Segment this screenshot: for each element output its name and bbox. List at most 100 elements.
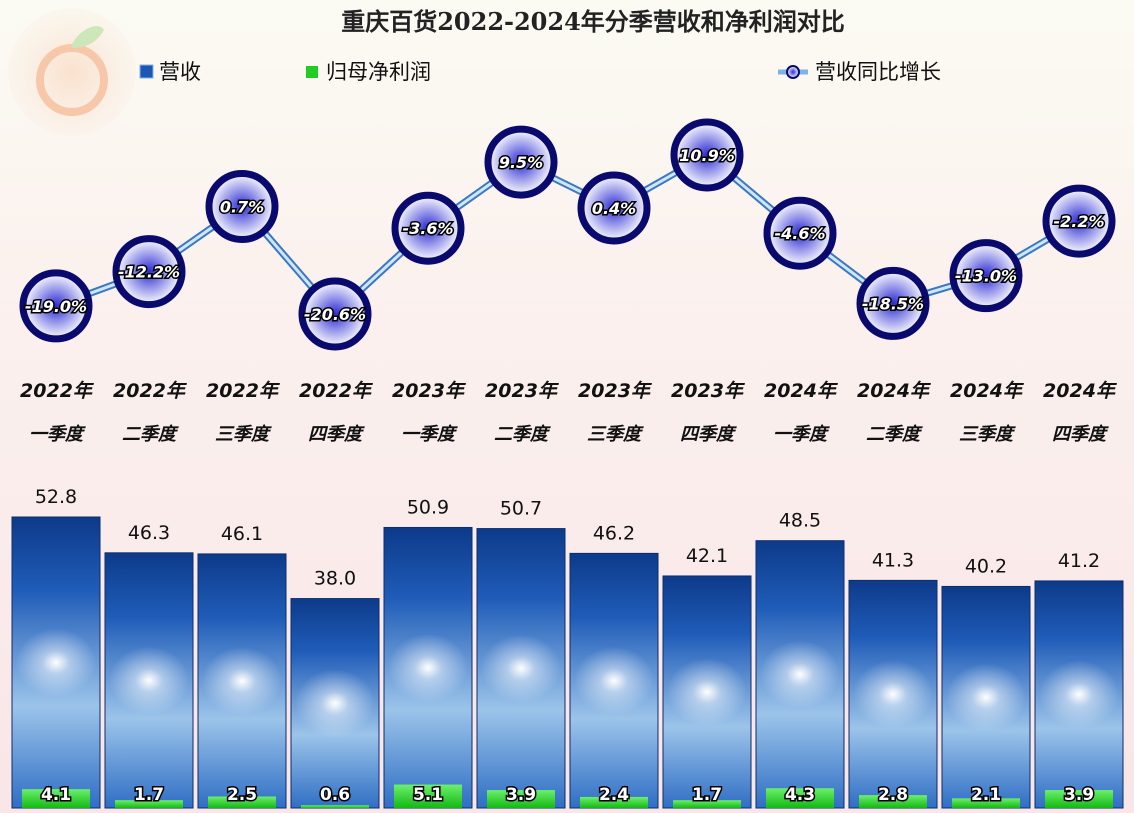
growth-value-label: -12.2%: [118, 263, 180, 282]
category-year-label: 2022年: [113, 380, 188, 402]
category-quarter-label: 四季度: [680, 424, 737, 445]
chart-title: 重庆百货2022-2024年分季营收和净利润对比: [341, 7, 845, 36]
category-quarter-label: 二季度: [866, 424, 923, 445]
growth-marker: [19, 269, 93, 343]
revenue-value-label: 46.3: [128, 522, 170, 544]
revenue-value-label: 50.9: [407, 496, 449, 518]
revenue-bar-glow: [295, 669, 375, 738]
category-year-label: 2024年: [950, 380, 1025, 402]
category-year-label: 2024年: [857, 380, 932, 402]
category-year-label: 2022年: [206, 380, 281, 402]
revenue-bar-glow: [109, 646, 189, 715]
category-year-label: 2023年: [392, 380, 467, 402]
growth-value-label: -2.2%: [1053, 212, 1104, 231]
category-quarter-label: 一季度: [773, 424, 830, 445]
legend-net-profit-swatch: [306, 66, 318, 78]
net-profit-value-label: 1.7: [134, 785, 164, 805]
revenue-value-label: 46.1: [221, 523, 263, 545]
legend: 营收 归母净利润 营收同比增长: [139, 60, 941, 84]
revenue-bar-glow: [853, 660, 933, 729]
growth-marker: [391, 191, 465, 265]
revenue-value-label: 38.0: [314, 568, 356, 590]
net-profit-bar: [580, 796, 648, 808]
legend-net-profit-label: 归母净利润: [326, 60, 431, 84]
net-profit-value-label: 2.4: [599, 785, 629, 805]
growth-marker: [763, 196, 837, 270]
growth-marker: [670, 118, 744, 192]
revenue-bar-glow: [16, 628, 96, 697]
revenue-value-label: 46.2: [593, 522, 635, 544]
revenue-value-label: 52.8: [35, 486, 77, 508]
growth-marker: [298, 277, 372, 351]
net-profit-bar: [952, 798, 1020, 808]
legend-revenue-swatch: [139, 64, 154, 79]
net-profit-bar: [1045, 790, 1113, 808]
category-quarter-label: 四季度: [308, 424, 365, 445]
growth-marker: [577, 171, 651, 245]
revenue-bar-glow: [946, 663, 1026, 732]
category-quarter-label: 二季度: [122, 424, 179, 445]
category-year-label: 2022年: [20, 380, 95, 402]
net-profit-value-label: 4.1: [41, 785, 71, 805]
category-year-label: 2023年: [485, 380, 560, 402]
revenue-bar-glow: [667, 657, 747, 726]
net-profit-value-label: 3.9: [1064, 785, 1094, 805]
bars-layer: 52.8 4.1 46.3 1.7 46.1 2.5 38.0 0.6 50.9 5.1 50.7 3…: [11, 486, 1124, 809]
category-year-label: 2023年: [671, 380, 746, 402]
net-profit-value-label: 2.8: [878, 785, 908, 805]
net-profit-value-label: 5.1: [413, 785, 443, 805]
net-profit-value-label: 4.3: [785, 785, 815, 805]
growth-value-label: 0.7%: [220, 197, 264, 216]
growth-marker: [1042, 184, 1116, 258]
net-profit-value-label: 1.7: [692, 785, 722, 805]
growth-value-label: -4.6%: [774, 224, 825, 243]
category-quarter-label: 三季度: [587, 424, 644, 445]
category-year-label: 2024年: [1043, 380, 1118, 402]
net-profit-bar: [487, 790, 555, 808]
revenue-value-label: 48.5: [779, 510, 821, 532]
category-year-label: 2023年: [578, 380, 653, 402]
growth-marker: [856, 266, 930, 340]
category-quarter-label: 一季度: [29, 424, 86, 445]
net-profit-bar: [766, 788, 834, 808]
net-profit-bar: [394, 784, 462, 808]
growth-marker: [112, 235, 186, 309]
net-profit-value-label: 0.6: [320, 785, 350, 805]
revenue-value-label: 41.3: [872, 549, 914, 571]
logo-watermark: [8, 8, 136, 136]
net-profit-bar: [115, 800, 183, 808]
net-profit-value-label: 2.1: [971, 785, 1001, 805]
growth-marker: [205, 169, 279, 243]
legend-revenue-label: 营收: [159, 60, 201, 84]
category-quarter-label: 三季度: [959, 424, 1016, 445]
net-profit-bar: [859, 795, 927, 808]
growth-value-label: -19.0%: [25, 297, 87, 316]
growth-value-label: 9.5%: [499, 153, 543, 172]
revenue-bar-glow: [1039, 660, 1119, 729]
growth-marker: [949, 239, 1023, 313]
category-quarter-label: 一季度: [401, 424, 458, 445]
growth-line-layer: -19.0% -12.2% 0.7% -20.6% -3.6% 9.5% 0.4% 10.9%…: [19, 118, 1116, 351]
growth-value-label: -20.6%: [304, 305, 366, 324]
net-profit-bar: [208, 796, 276, 808]
category-quarter-label: 三季度: [215, 424, 272, 445]
net-profit-bar: [301, 805, 369, 808]
revenue-value-label: 42.1: [686, 545, 728, 567]
growth-value-label: -13.0%: [955, 267, 1017, 286]
revenue-bar-glow: [574, 646, 654, 715]
category-year-label: 2024年: [764, 380, 839, 402]
revenue-value-label: 40.2: [965, 555, 1007, 577]
legend-growth-marker: [786, 65, 800, 79]
revenue-value-label: 50.7: [500, 498, 542, 520]
net-profit-value-label: 3.9: [506, 785, 536, 805]
revenue-bar-glow: [202, 646, 282, 715]
net-profit-value-label: 2.5: [227, 785, 257, 805]
growth-value-label: 0.4%: [592, 199, 636, 218]
category-year-label: 2022年: [299, 380, 374, 402]
revenue-value-label: 41.2: [1058, 550, 1100, 572]
legend-growth-label: 营收同比增长: [815, 60, 941, 84]
revenue-bar-glow: [388, 633, 468, 702]
net-profit-bar: [673, 800, 741, 808]
